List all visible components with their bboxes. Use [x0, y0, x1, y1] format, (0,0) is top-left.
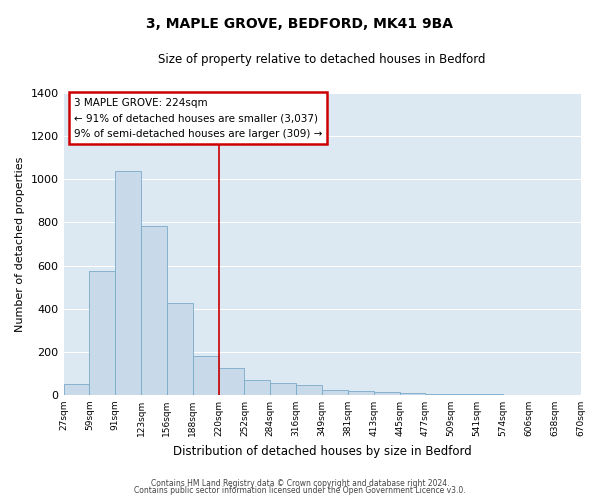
Text: Contains public sector information licensed under the Open Government Licence v3: Contains public sector information licen…: [134, 486, 466, 495]
Text: 3 MAPLE GROVE: 224sqm
← 91% of detached houses are smaller (3,037)
9% of semi-de: 3 MAPLE GROVE: 224sqm ← 91% of detached …: [74, 98, 322, 139]
Title: Size of property relative to detached houses in Bedford: Size of property relative to detached ho…: [158, 52, 486, 66]
Bar: [271, 383, 296, 395]
Bar: [400, 393, 425, 395]
Bar: [218, 368, 244, 395]
Bar: [64, 384, 89, 395]
Bar: [348, 390, 374, 395]
Bar: [244, 380, 271, 395]
Bar: [374, 392, 400, 395]
Bar: [425, 394, 451, 395]
Bar: [115, 170, 141, 395]
Text: 3, MAPLE GROVE, BEDFORD, MK41 9BA: 3, MAPLE GROVE, BEDFORD, MK41 9BA: [146, 18, 454, 32]
Bar: [451, 394, 477, 395]
Bar: [141, 226, 167, 395]
Bar: [193, 356, 218, 395]
Y-axis label: Number of detached properties: Number of detached properties: [15, 156, 25, 332]
Bar: [296, 385, 322, 395]
Bar: [167, 304, 193, 395]
Bar: [89, 271, 115, 395]
X-axis label: Distribution of detached houses by size in Bedford: Distribution of detached houses by size …: [173, 444, 472, 458]
Text: Contains HM Land Registry data © Crown copyright and database right 2024.: Contains HM Land Registry data © Crown c…: [151, 478, 449, 488]
Bar: [322, 390, 348, 395]
